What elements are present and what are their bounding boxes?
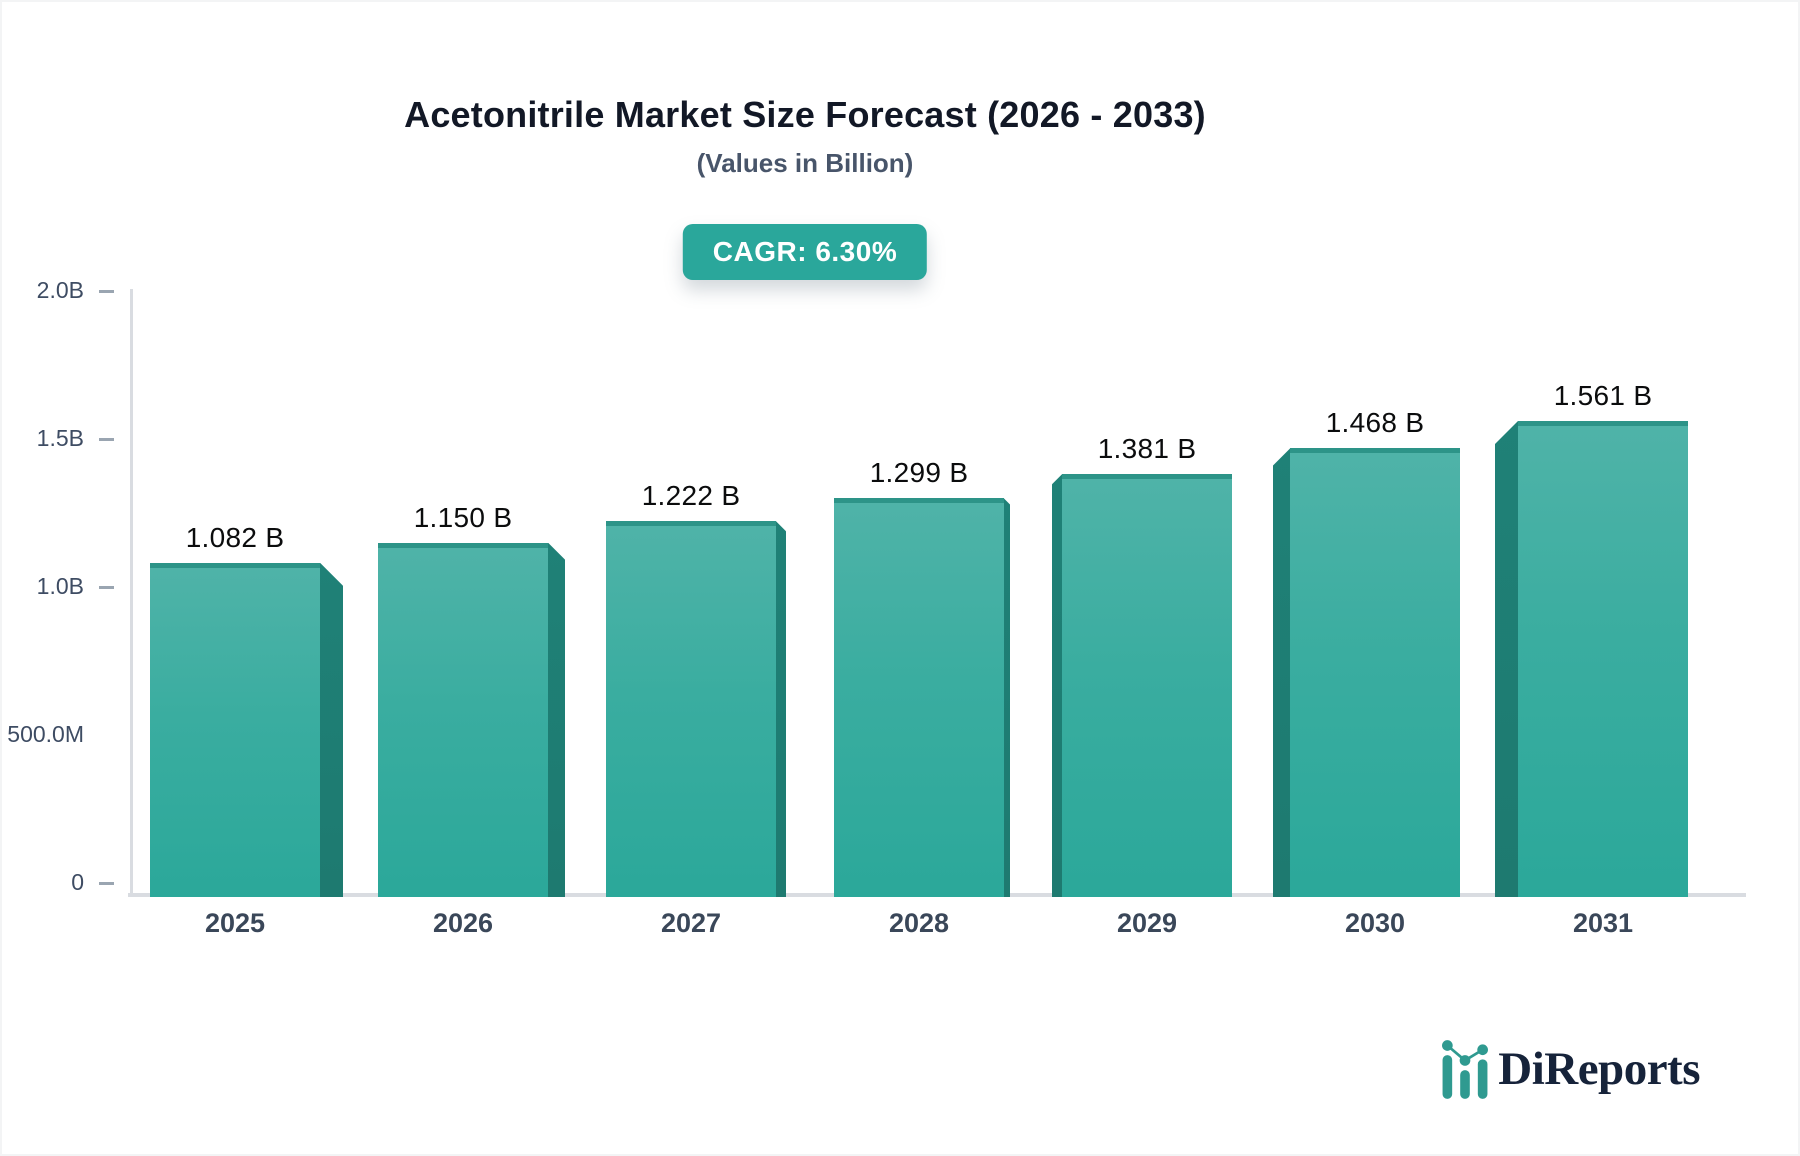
y-axis-tick-mark [99, 882, 114, 885]
x-axis-label-2030: 2030 [1344, 908, 1406, 938]
bar-value-label: 1.082 B [185, 521, 285, 553]
bar-3d-side [1004, 498, 1010, 897]
bar-3d-side [1052, 474, 1062, 897]
bar-2030[interactable] [1290, 448, 1460, 897]
x-axis-label-2026: 2026 [432, 908, 494, 938]
y-axis-tick-mark [99, 586, 114, 589]
y-axis-tick-label: 1.5B [36, 425, 84, 451]
direports-logo: DiReports [1440, 1038, 1700, 1100]
x-axis-label-2028: 2028 [888, 908, 950, 938]
bar-3d-side [320, 562, 343, 897]
y-axis-tick-label: 500.0M [7, 721, 84, 747]
x-axis-label-2029: 2029 [1116, 908, 1178, 938]
page-title: Acetonitrile Market Size Forecast (2026 … [404, 94, 1206, 135]
bar-value-label: 1.222 B [641, 480, 741, 512]
y-axis-tick-label: 2.0B [36, 277, 84, 303]
y-axis-tick-mark [99, 438, 114, 441]
x-axis-label-2025: 2025 [204, 908, 266, 938]
mini-bar-chart-icon [1440, 1038, 1490, 1100]
bar-value-label: 1.381 B [1097, 433, 1197, 465]
bar-3d-side [1495, 420, 1518, 897]
bar-2031[interactable] [1518, 420, 1688, 897]
bar-value-label: 1.150 B [413, 501, 513, 533]
bar-2029[interactable] [1062, 474, 1232, 897]
bar-value-label: 1.561 B [1553, 379, 1653, 411]
bar-2026[interactable] [378, 542, 548, 897]
cagr-badge: CAGR: 6.30% [682, 224, 928, 280]
y-axis-tick-label: 0 [71, 869, 84, 895]
bar-3d-side [776, 521, 786, 897]
x-axis-label-2027: 2027 [660, 908, 722, 938]
bar-3d-side [548, 542, 565, 897]
page-subtitle: (Values in Billion) [696, 148, 914, 178]
bar-2028[interactable] [834, 498, 1004, 897]
bar-3d-side [1273, 448, 1290, 897]
y-axis-tick-label: 1.0B [36, 573, 84, 599]
x-axis-label-2031: 2031 [1572, 908, 1634, 938]
y-axis-line [130, 289, 133, 897]
logo-text: DiReports [1498, 1043, 1700, 1095]
bar-2025[interactable] [150, 562, 320, 897]
bar-value-label: 1.468 B [1325, 407, 1425, 439]
bar-2027[interactable] [606, 521, 776, 897]
y-axis-tick-mark [99, 290, 114, 293]
bar-value-label: 1.299 B [869, 457, 969, 489]
